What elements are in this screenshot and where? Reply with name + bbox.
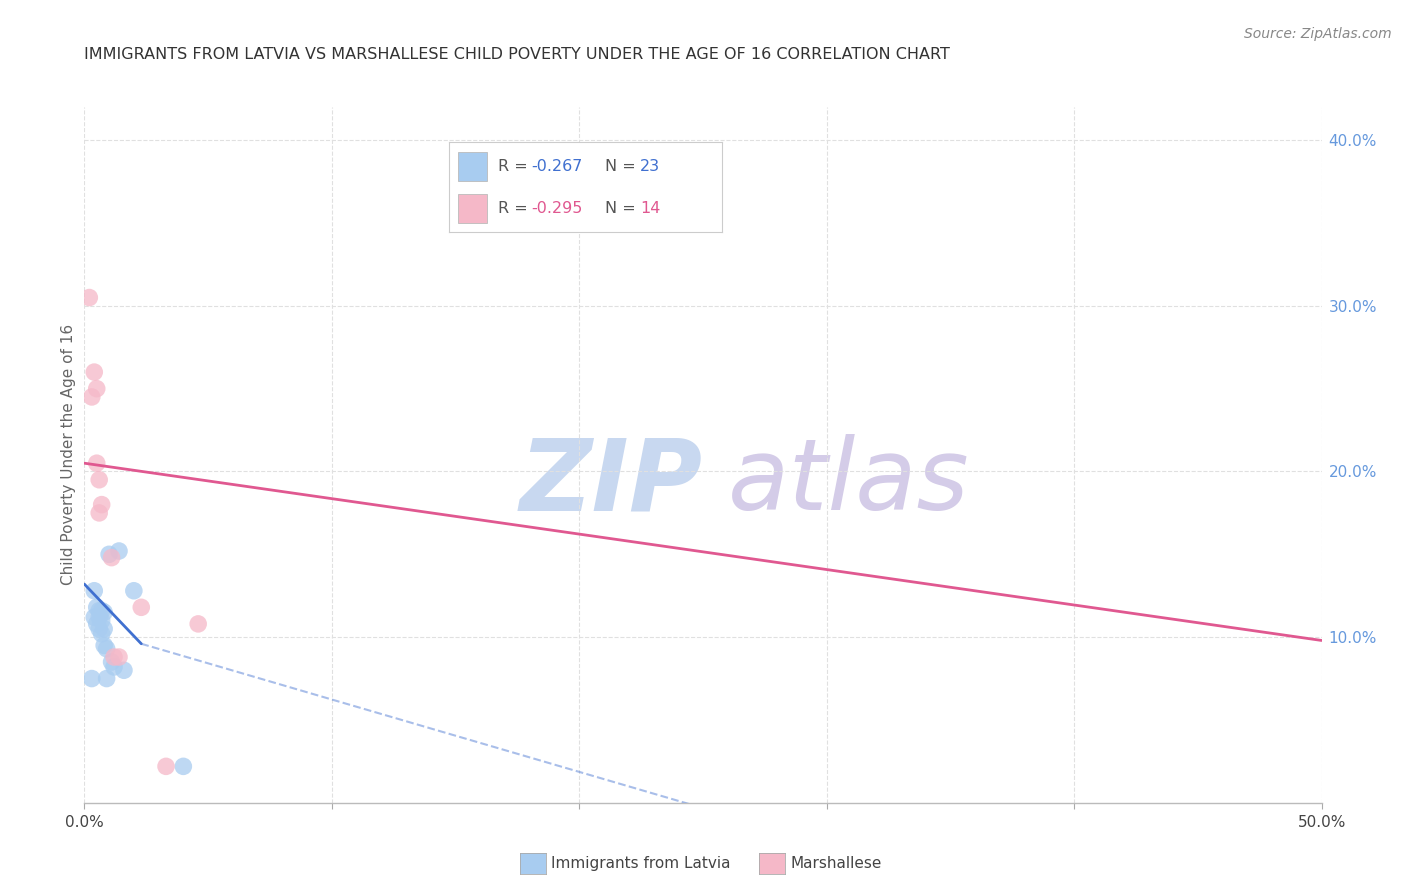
Point [83, 365, 105, 379]
Point [93, 622, 115, 636]
Point [89, 473, 111, 487]
Point [90, 614, 112, 628]
Text: IMMIGRANTS FROM LATVIA VS MARSHALLESE CHILD POVERTY UNDER THE AGE OF 16 CORRELAT: IMMIGRANTS FROM LATVIA VS MARSHALLESE CH… [84, 47, 950, 62]
Point [86, 600, 108, 615]
Y-axis label: Child Poverty Under the Age of 16: Child Poverty Under the Age of 16 [60, 325, 76, 585]
Point [98, 547, 121, 561]
Point [79, 291, 101, 305]
Point [83, 610, 105, 624]
Point [86, 456, 108, 470]
Point [96, 641, 118, 656]
Point [89, 506, 111, 520]
Point [172, 759, 194, 773]
Point [108, 650, 131, 665]
Point [86, 616, 108, 631]
Point [122, 583, 145, 598]
Point [112, 663, 135, 677]
Point [103, 660, 125, 674]
Point [129, 600, 152, 615]
Text: ZIP: ZIP [520, 434, 703, 532]
Point [90, 627, 112, 641]
Point [155, 759, 177, 773]
Text: Marshallese: Marshallese [790, 856, 882, 871]
Point [83, 583, 105, 598]
Point [100, 550, 122, 565]
Point [90, 498, 112, 512]
Point [80, 672, 103, 686]
Text: Immigrants from Latvia: Immigrants from Latvia [551, 856, 731, 871]
Point [80, 390, 103, 404]
Point [89, 622, 111, 636]
Point [86, 382, 108, 396]
Point [89, 604, 111, 618]
Point [100, 655, 122, 669]
Point [93, 639, 115, 653]
Point [90, 604, 112, 618]
Point [96, 672, 118, 686]
Text: atlas: atlas [728, 434, 969, 532]
Text: Source: ZipAtlas.com: Source: ZipAtlas.com [1244, 27, 1392, 41]
Point [93, 605, 115, 619]
Point [103, 650, 125, 665]
Point [187, 616, 209, 631]
Point [108, 544, 131, 558]
Point [89, 610, 111, 624]
